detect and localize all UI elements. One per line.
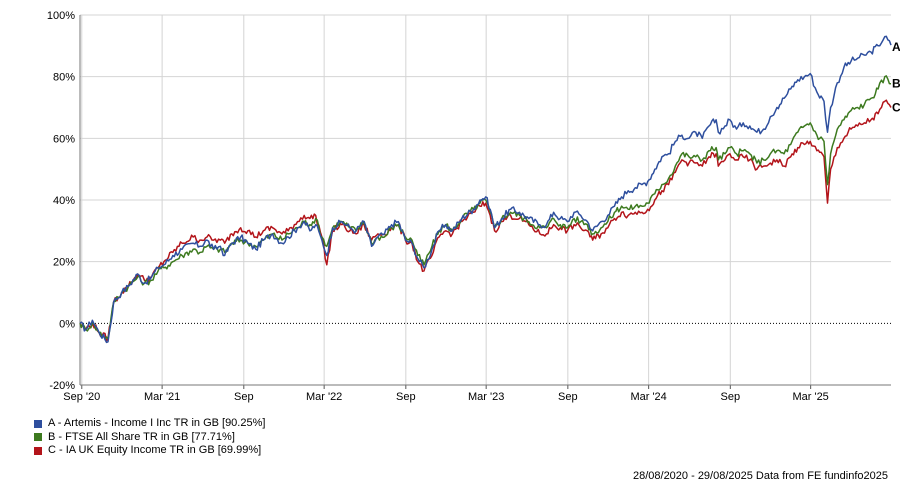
footer-source: 28/08/2020 - 29/08/2025 Data from FE fun…: [632, 470, 888, 482]
x-tick-label: Mar '21: [144, 391, 180, 403]
y-tick-label: 0%: [59, 318, 75, 330]
y-axis-ticks: 100% 80% 60% 40% 20% 0% -20%: [47, 10, 75, 392]
legend-swatch-b: [34, 433, 42, 442]
series-end-labels: CB A: [892, 40, 900, 114]
end-label-b: B: [892, 77, 900, 91]
x-tick-label: Sep: [721, 391, 741, 403]
legend-label-b: B - FTSE All Share TR in GB [77.71%]: [48, 430, 235, 443]
legend-item-b: B - FTSE All Share TR in GB [77.71%]: [34, 431, 265, 445]
legend-item-a: A - Artemis - Income I Inc TR in GB [90.…: [34, 417, 265, 431]
end-label-c: C: [892, 101, 900, 115]
series-line-b: [79, 75, 892, 340]
series-line-a: [79, 35, 892, 344]
y-tick-label: -20%: [49, 380, 75, 392]
x-tick-label: Mar '23: [468, 391, 504, 403]
series-lines: [79, 35, 892, 344]
x-tick-label: Mar '24: [630, 391, 666, 403]
legend-label-a: A - Artemis - Income I Inc TR in GB [90.…: [48, 417, 266, 429]
x-tick-label: Sep: [234, 391, 254, 403]
y-tick-label: 80%: [53, 72, 75, 84]
x-axis-ticks: Sep '20 Mar '21 Sep Mar '22 Sep Mar '23 Sep Mar…: [63, 391, 829, 403]
series-line-c: [79, 99, 892, 342]
x-tick-label: Mar '22: [306, 391, 342, 403]
legend-swatch-c: [34, 446, 42, 455]
x-tick-label: Sep: [558, 391, 578, 403]
x-tick-label: Sep: [396, 391, 416, 403]
legend-swatch-a: [34, 419, 42, 428]
legend-label-c: C - IA UK Equity Income TR in GB [69.99%…: [48, 444, 262, 456]
legend: A - Artemis - Income I Inc TR in GB [90.…: [34, 417, 265, 458]
y-tick-label: 40%: [53, 195, 75, 207]
y-tick-label: 60%: [53, 133, 75, 145]
end-label-a: A: [892, 40, 900, 54]
axes: [79, 15, 891, 389]
line-chart: 100%80%60%40%20%0%-20% Sep '20 Mar '21 Sep…: [47, 10, 900, 403]
legend-item-c: C - IA UK Equity Income TR in GB [69.99%…: [34, 444, 265, 458]
y-tick-label: 20%: [53, 257, 75, 269]
x-tick-label: Mar '25: [792, 391, 828, 403]
y-tick-label: 100%: [47, 10, 75, 22]
x-tick-label: Sep '20: [63, 391, 100, 403]
